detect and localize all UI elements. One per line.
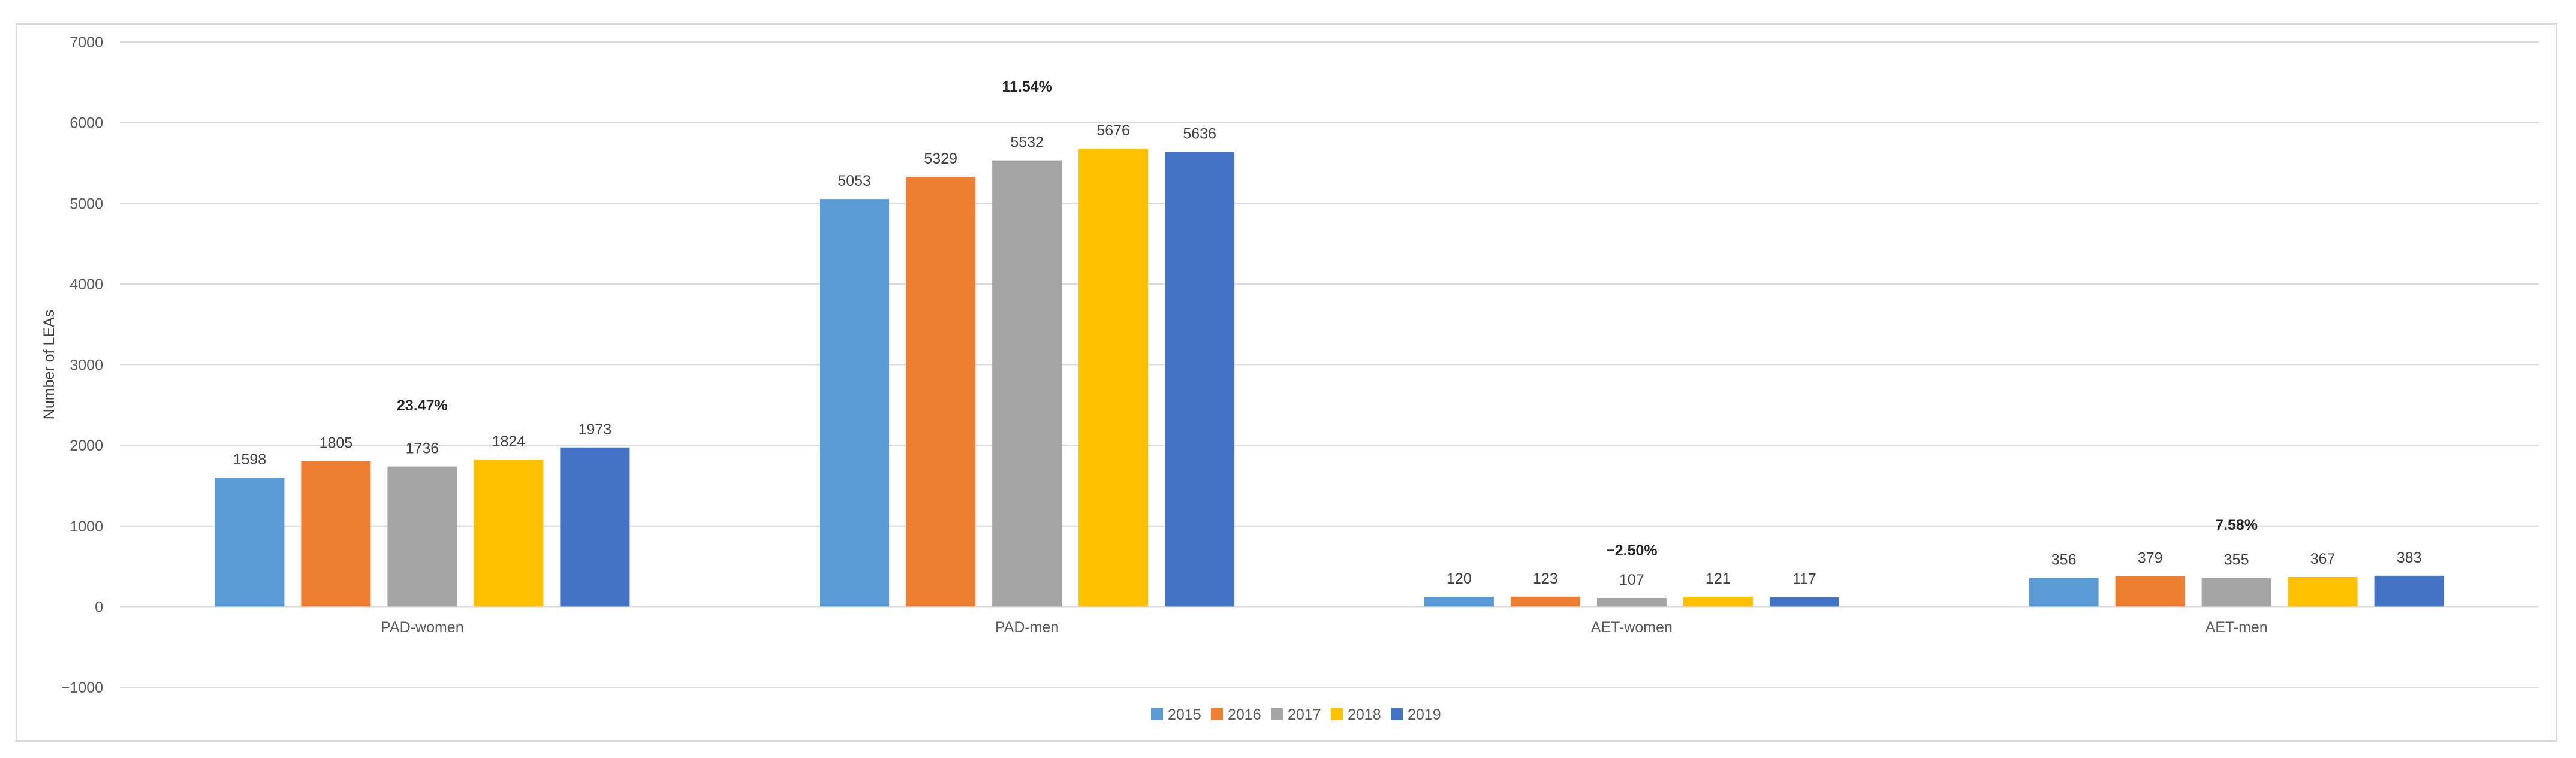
bar-pad-men-2018: [1078, 149, 1149, 607]
change-annotation: 11.54%: [1002, 78, 1052, 95]
bar-value-label: 120: [1447, 570, 1472, 587]
bar-aet-men-2016: [2115, 576, 2185, 607]
bar-aet-women-2015: [1424, 597, 1494, 607]
chart-frame: [16, 23, 2557, 742]
legend-label: 2016: [1228, 706, 1261, 723]
bar-aet-women-2016: [1510, 596, 1580, 607]
bar-value-label: 5053: [837, 173, 871, 189]
change-annotation: −2.50%: [1606, 542, 1658, 559]
bar-value-label: 1736: [406, 440, 439, 457]
bar-value-label: 107: [1619, 572, 1644, 588]
category-label: PAD-men: [995, 619, 1059, 636]
bar-pad-men-2016: [906, 176, 976, 607]
bar-value-label: 5676: [1096, 122, 1130, 139]
legend-label: 2018: [1348, 706, 1381, 723]
category-label: AET-men: [2206, 619, 2268, 636]
bar-pad-men-2017: [992, 160, 1062, 607]
y-axis-title: Number of LEAs: [41, 310, 58, 419]
bar-aet-women-2018: [1683, 597, 1753, 607]
bar-pad-women-2018: [474, 459, 544, 607]
y-tick-label: −1000: [61, 680, 103, 696]
legend-label: 2017: [1288, 706, 1321, 723]
bar-value-label: 383: [2397, 549, 2422, 566]
category-label: PAD-women: [381, 619, 463, 636]
change-annotation: 7.58%: [2215, 517, 2258, 533]
y-tick-label: 1000: [70, 518, 103, 535]
legend-swatch-2017: [1271, 708, 1283, 720]
y-tick-label: 2000: [70, 437, 103, 454]
bar-pad-women-2015: [215, 478, 285, 607]
bar-value-label: 121: [1706, 570, 1731, 587]
bar-pad-women-2016: [301, 461, 371, 607]
legend-label: 2015: [1168, 706, 1201, 723]
bar-value-label: 1973: [579, 421, 612, 438]
bar-pad-men-2019: [1165, 152, 1235, 607]
bar-value-label: 1824: [492, 433, 526, 450]
bar-value-label: 5329: [924, 150, 957, 167]
bar-pad-women-2019: [560, 447, 630, 607]
y-tick-label: 7000: [70, 34, 103, 51]
bar-aet-men-2017: [2201, 578, 2271, 607]
y-tick-label: 4000: [70, 276, 103, 293]
bar-value-label: 1805: [320, 434, 353, 451]
y-tick-label: 5000: [70, 195, 103, 212]
change-annotation: 23.47%: [397, 397, 448, 414]
bar-value-label: 379: [2138, 549, 2163, 566]
bar-pad-women-2017: [387, 466, 457, 607]
bar-value-label: 1598: [233, 451, 267, 468]
category-label: AET-women: [1591, 619, 1673, 636]
bar-aet-women-2019: [1769, 597, 1839, 607]
bar-pad-men-2015: [820, 199, 890, 607]
bar-value-label: 356: [2051, 551, 2077, 568]
bar-value-label: 123: [1533, 570, 1558, 587]
y-tick-label: 0: [95, 599, 103, 615]
bar-aet-women-2017: [1596, 597, 1667, 607]
bar-aet-men-2015: [2029, 578, 2099, 607]
bar-value-label: 117: [1792, 571, 1816, 588]
bar-aet-men-2018: [2288, 576, 2358, 607]
legend-swatch-2015: [1151, 708, 1163, 720]
bar-value-label: 5636: [1183, 126, 1216, 143]
legend-swatch-2018: [1331, 708, 1343, 720]
bar-value-label: 367: [2310, 551, 2336, 567]
legend-swatch-2016: [1211, 708, 1223, 720]
y-tick-label: 3000: [70, 357, 103, 374]
bar-aet-men-2019: [2374, 575, 2444, 607]
bar-value-label: 355: [2224, 552, 2249, 569]
legend-swatch-2019: [1391, 708, 1403, 720]
y-tick-label: 6000: [70, 115, 103, 132]
bar-value-label: 5532: [1010, 134, 1044, 151]
legend-label: 2019: [1408, 706, 1441, 723]
